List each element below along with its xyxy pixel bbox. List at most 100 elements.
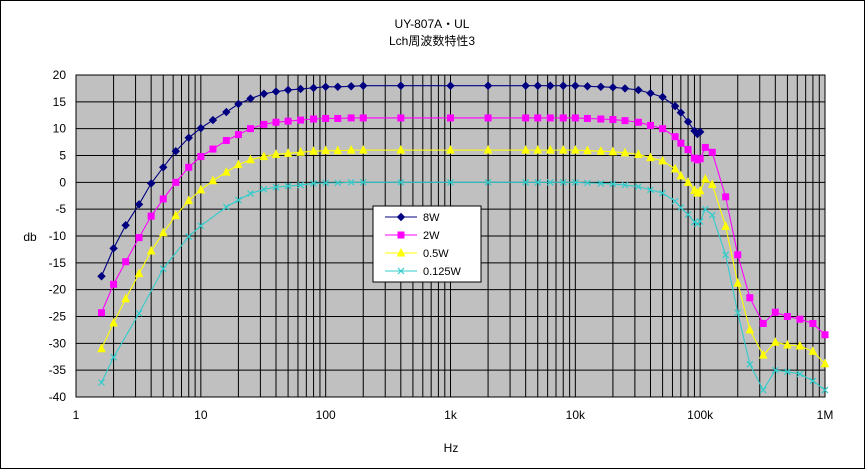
data-point bbox=[446, 81, 455, 90]
data-point bbox=[677, 139, 685, 147]
data-point bbox=[771, 337, 780, 346]
y-tick-label: -10 bbox=[49, 229, 67, 243]
data-point bbox=[309, 83, 318, 93]
series-2W bbox=[97, 114, 829, 339]
data-point bbox=[134, 200, 144, 209]
data-point bbox=[621, 181, 629, 189]
data-point bbox=[701, 173, 710, 183]
data-point bbox=[646, 152, 655, 162]
data-point bbox=[583, 145, 592, 155]
data-point bbox=[347, 114, 355, 122]
data-point bbox=[646, 121, 654, 129]
data-point bbox=[310, 115, 318, 123]
data-point bbox=[695, 127, 705, 137]
data-point bbox=[260, 185, 268, 193]
data-point bbox=[333, 82, 342, 92]
data-point bbox=[534, 178, 542, 186]
data-point bbox=[121, 221, 130, 230]
data-point bbox=[670, 163, 680, 173]
data-point bbox=[533, 81, 542, 90]
data-point bbox=[171, 210, 181, 220]
data-point bbox=[608, 83, 618, 92]
data-point bbox=[146, 179, 156, 188]
data-point bbox=[310, 179, 317, 187]
data-point bbox=[559, 114, 567, 122]
data-point bbox=[534, 114, 542, 122]
data-point bbox=[197, 153, 205, 161]
data-point bbox=[185, 163, 193, 171]
y-tick-label: 5 bbox=[59, 149, 66, 163]
data-point bbox=[109, 317, 118, 327]
data-point bbox=[322, 179, 330, 187]
data-point bbox=[771, 308, 779, 316]
data-point bbox=[722, 251, 730, 259]
data-point bbox=[171, 146, 180, 156]
data-point bbox=[658, 155, 667, 165]
data-point bbox=[347, 178, 355, 186]
data-point bbox=[634, 149, 643, 158]
data-point bbox=[596, 82, 606, 92]
data-point bbox=[522, 114, 530, 122]
chart-subtitle: Lch周波数特性3 bbox=[389, 33, 475, 48]
data-point bbox=[809, 377, 817, 385]
data-point bbox=[783, 368, 791, 376]
data-point bbox=[110, 353, 118, 361]
data-point bbox=[634, 118, 642, 126]
data-point bbox=[98, 379, 105, 386]
data-point bbox=[609, 116, 617, 124]
y-tick-label: 0 bbox=[59, 175, 66, 189]
data-point bbox=[522, 178, 530, 186]
data-point bbox=[446, 145, 455, 154]
data-point bbox=[284, 117, 292, 125]
data-point bbox=[734, 251, 742, 259]
data-point bbox=[759, 319, 767, 327]
data-point bbox=[521, 145, 530, 154]
data-point bbox=[447, 178, 454, 186]
data-point bbox=[97, 343, 106, 353]
data-point bbox=[184, 195, 194, 205]
data-point bbox=[683, 177, 693, 186]
data-point bbox=[671, 197, 679, 205]
x-tick-label: 1k bbox=[444, 408, 458, 422]
x-tick-label: 100k bbox=[687, 408, 714, 422]
data-point bbox=[620, 84, 630, 93]
data-point bbox=[696, 155, 704, 163]
x-tick-label: 10 bbox=[194, 408, 208, 422]
data-point bbox=[484, 178, 492, 186]
data-point bbox=[620, 147, 630, 157]
data-point bbox=[707, 179, 717, 188]
data-point bbox=[271, 149, 281, 158]
data-point bbox=[583, 82, 592, 91]
data-point bbox=[621, 117, 629, 125]
legend-marker bbox=[396, 212, 406, 222]
data-point bbox=[322, 114, 330, 122]
data-point bbox=[359, 114, 367, 122]
data-point bbox=[359, 178, 367, 186]
data-point bbox=[521, 81, 530, 90]
data-point bbox=[559, 178, 567, 186]
series-line-0.125W bbox=[100, 181, 826, 392]
data-point bbox=[608, 146, 618, 156]
data-point bbox=[109, 244, 118, 253]
data-point bbox=[759, 386, 767, 394]
data-point bbox=[722, 193, 730, 201]
plot-area: 20 15 10 5 0 -5 -10 -15 -20 -25 -30 -35 -40 1 10 100 1k 1… bbox=[49, 68, 834, 422]
data-point bbox=[283, 148, 293, 157]
data-point bbox=[634, 85, 643, 95]
data-point bbox=[545, 145, 555, 154]
data-point bbox=[597, 115, 605, 123]
series-8W bbox=[97, 81, 705, 281]
data-point bbox=[695, 185, 705, 195]
legend-box bbox=[372, 205, 482, 283]
data-point bbox=[708, 211, 716, 219]
data-point bbox=[659, 189, 667, 197]
data-point bbox=[196, 123, 206, 133]
data-point bbox=[321, 82, 330, 92]
legend-marker bbox=[397, 231, 405, 239]
y-tick-label: -5 bbox=[55, 202, 66, 216]
data-point bbox=[159, 163, 168, 172]
data-point bbox=[396, 81, 406, 90]
data-point bbox=[558, 145, 568, 154]
data-point bbox=[796, 315, 804, 323]
data-point bbox=[97, 272, 106, 281]
